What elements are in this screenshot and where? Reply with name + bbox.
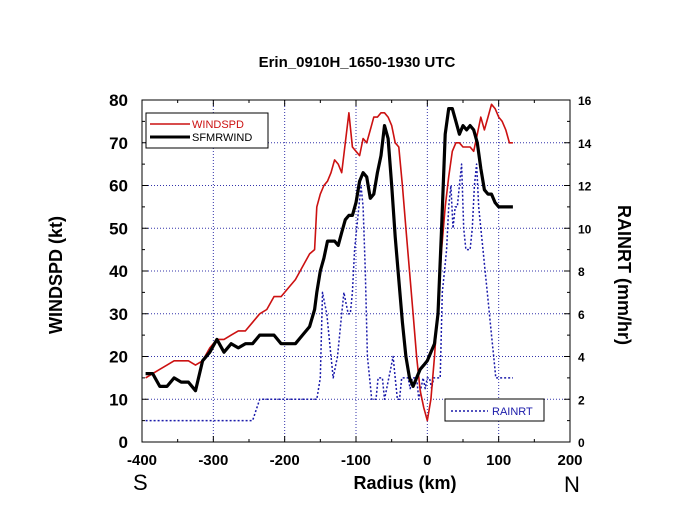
- y2-tick-label: 12: [578, 180, 592, 194]
- series-line-sfmrwind: [145, 106, 513, 393]
- x-tick-label: -100: [341, 452, 371, 469]
- legend-sfmrwind-label: SFMRWIND: [192, 132, 252, 144]
- y2-tick-label: 14: [578, 137, 592, 151]
- y-tick-label: 70: [109, 134, 128, 153]
- chart-title: Erin_0910H_1650-1930 UTC: [259, 54, 456, 71]
- x-tick-label: 200: [557, 452, 582, 469]
- y2-tick-label: 2: [578, 393, 585, 407]
- y2-tick-label: 8: [578, 265, 585, 279]
- y2-tick-label: 16: [578, 94, 592, 108]
- legend-rainrt-label: RAINRT: [492, 406, 533, 418]
- x-tick-label: -400: [127, 452, 157, 469]
- y2-tick-label: 4: [578, 351, 585, 365]
- y-axis-label: WINDSPD (kt): [46, 216, 66, 334]
- grid-lines: [142, 100, 570, 442]
- legend-wind: WINDSPD SFMRWIND: [145, 112, 269, 149]
- x-tick-labels: -400 -300 -200 -100 0 100 200: [127, 452, 583, 469]
- legend-rain-box: [444, 398, 545, 422]
- x-tick-label: -200: [270, 452, 300, 469]
- series-line-windspd: [145, 103, 513, 422]
- y2-tick-label: 0: [578, 436, 585, 450]
- legend-windspd-label: WINDSPD: [192, 119, 244, 131]
- y-tick-labels: 0 10 20 30 40 50 60 70 80: [109, 91, 128, 452]
- y-tick-label: 20: [109, 348, 128, 367]
- y-tick-label: 60: [109, 177, 128, 196]
- y-tick-label: 50: [109, 219, 128, 238]
- series-line-rainrt: [145, 163, 513, 422]
- y-tick-label: 40: [109, 262, 128, 281]
- x-tick-label: 0: [423, 452, 431, 469]
- y-tick-label: 80: [109, 91, 128, 110]
- y2-axis-label: RAINRT (mm/hr): [614, 205, 634, 345]
- y2-tick-label: 6: [578, 308, 585, 322]
- series-lines: [145, 103, 513, 422]
- legend-wind-box: [145, 112, 269, 149]
- y-tick-label: 10: [109, 390, 128, 409]
- legend-rain: RAINRT: [444, 398, 545, 422]
- y-tick-label: 0: [119, 433, 128, 452]
- x-tick-label: 100: [486, 452, 511, 469]
- y2-tick-label: 10: [578, 222, 592, 236]
- south-direction-label: S: [133, 470, 148, 495]
- y2-tick-labels: 0 2 4 6 8 10 12 14 16: [578, 94, 592, 450]
- x-axis-label: Radius (km): [353, 473, 456, 493]
- x-tick-label: -300: [198, 452, 228, 469]
- north-direction-label: N: [564, 472, 580, 497]
- tick-marks: [141, 99, 571, 443]
- y-tick-label: 30: [109, 305, 128, 324]
